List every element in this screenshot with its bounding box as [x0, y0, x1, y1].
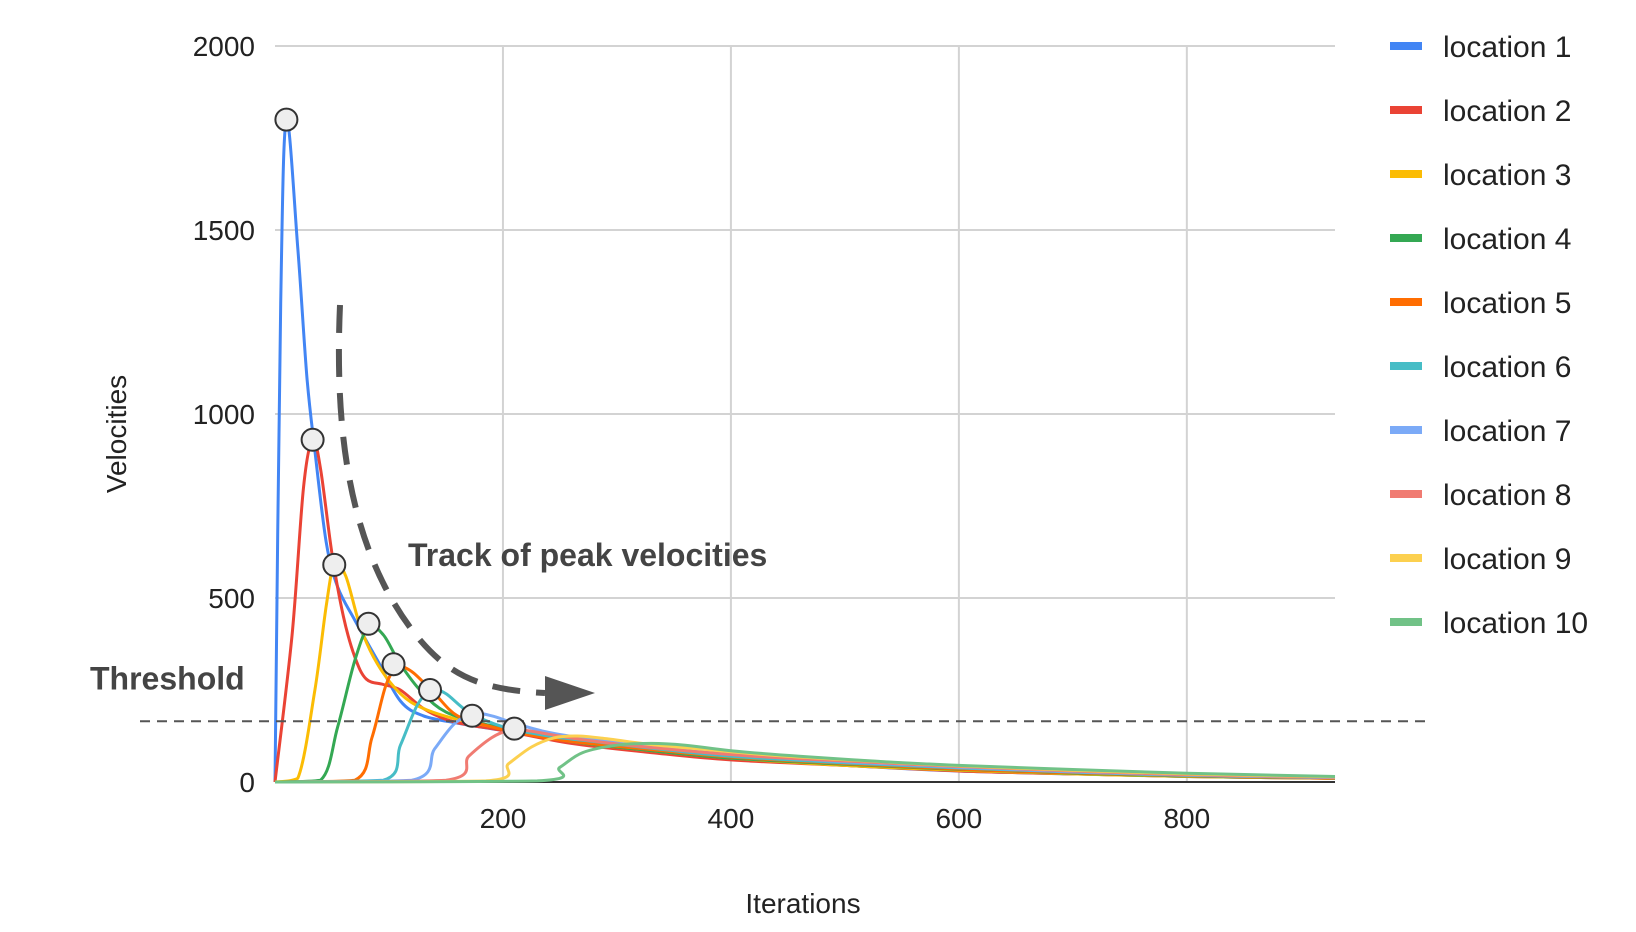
peak-track-annotation: Track of peak velocities [335, 304, 767, 710]
y-tick-label: 1000 [193, 399, 255, 430]
series-line-location-10 [274, 741, 1336, 784]
x-tick-label: 200 [480, 803, 527, 834]
y-axis-title: Velocities [101, 375, 132, 493]
legend-label-location-2: location 2 [1443, 95, 1571, 128]
peak-marker [322, 552, 347, 577]
peak-marker [418, 678, 443, 702]
legend-label-location-9: location 9 [1443, 543, 1571, 576]
peak-marker [356, 611, 381, 636]
peak-marker [274, 107, 299, 132]
series-line-location-2 [273, 437, 1336, 783]
legend-label-location-4: location 4 [1443, 223, 1571, 256]
grid-lines [275, 45, 1335, 783]
y-tick-label: 0 [239, 767, 255, 798]
legend-label-location-10: location 10 [1443, 607, 1588, 640]
peak-track-arrow [335, 304, 546, 696]
peak-track-label: Track of peak velocities [408, 537, 767, 573]
x-tick-label: 800 [1163, 803, 1210, 834]
tick-labels: 0 500 1000 1500 2000 200 400 600 800 [193, 31, 1210, 834]
peak-marker [502, 716, 527, 741]
peak-markers [274, 107, 527, 741]
peak-track-arrowhead [545, 676, 595, 710]
x-tick-label: 600 [936, 803, 983, 834]
y-tick-label: 2000 [193, 31, 255, 62]
peak-marker [381, 652, 406, 677]
axis-labels: Iterations Velocities [101, 375, 861, 919]
legend: location 1 location 2 location 3 location 4… [1390, 31, 1588, 640]
legend-label-location-5: location 5 [1443, 287, 1571, 320]
legend-label-location-7: location 7 [1443, 415, 1571, 448]
x-axis-title: Iterations [745, 888, 860, 919]
x-tick-label: 400 [708, 803, 755, 834]
threshold-group: Threshold [90, 660, 1430, 723]
legend-label-location-3: location 3 [1443, 159, 1571, 192]
threshold-label: Threshold [90, 660, 245, 696]
legend-label-location-8: location 8 [1443, 479, 1571, 512]
y-tick-label: 500 [208, 583, 255, 614]
peak-marker [460, 703, 485, 728]
legend-label-location-6: location 6 [1443, 351, 1571, 384]
peak-marker [300, 427, 325, 452]
legend-label-location-1: location 1 [1443, 31, 1571, 64]
y-tick-label: 1500 [193, 215, 255, 246]
